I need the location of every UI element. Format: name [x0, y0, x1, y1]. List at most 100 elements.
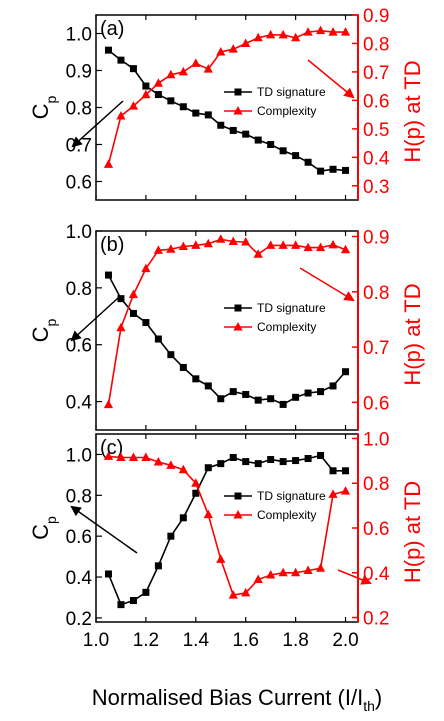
data-point — [179, 103, 187, 111]
panel-b-y-tick-label-left: 0.4 — [66, 393, 93, 414]
data-point — [342, 166, 350, 174]
data-point — [129, 597, 137, 605]
data-point — [304, 455, 312, 463]
panel-b-y-tick-label-right: 0.8 — [363, 283, 389, 304]
data-point — [328, 27, 338, 36]
data-point — [253, 32, 263, 42]
data-point — [203, 64, 213, 73]
data-point — [153, 245, 163, 254]
panel-a-arrow-right — [307, 59, 355, 99]
data-point — [103, 399, 114, 409]
panel-c-y-axis-title-left: Cp — [28, 516, 59, 540]
legend-label-td: TD signature — [257, 85, 326, 99]
legend-marker-complexity — [233, 322, 243, 331]
panel-b-y-tick-label-right: 0.6 — [363, 393, 389, 414]
data-point — [317, 388, 325, 396]
panel-b-y-tick-label-left: 1.0 — [66, 222, 92, 243]
data-point — [229, 454, 237, 461]
data-point — [217, 460, 225, 468]
data-point — [178, 241, 188, 250]
data-point — [154, 91, 162, 99]
data-point — [304, 389, 312, 397]
panel-a-legend: TD signature Complexity — [224, 85, 326, 118]
data-point — [253, 574, 263, 583]
data-point — [104, 570, 112, 578]
data-point — [278, 29, 288, 39]
data-point — [266, 29, 276, 39]
data-point — [153, 78, 163, 87]
data-point — [154, 562, 162, 570]
data-point — [328, 489, 338, 498]
panel-c-y-tick-label-right: 1.0 — [363, 429, 389, 450]
series-line — [107, 454, 346, 606]
data-point — [179, 514, 187, 522]
data-point — [116, 111, 126, 120]
data-point — [117, 601, 125, 609]
legend-marker-td — [234, 88, 242, 96]
panel-c: 1.0 1.2 1.4 1.6 1.8 2.00.20.40.60.81.00.20.40… — [28, 429, 425, 651]
data-point — [192, 375, 200, 383]
data-point — [254, 396, 262, 404]
data-point — [141, 263, 151, 273]
panel-b-y-tick-label-left: 0.6 — [66, 336, 92, 357]
data-point — [279, 458, 287, 466]
panel-b-series-complexity — [103, 234, 351, 409]
data-point — [141, 452, 151, 461]
data-point — [153, 456, 163, 466]
data-point — [204, 382, 212, 390]
panel-a-y-tick-label-left: 0.6 — [66, 173, 92, 194]
panel-c-y-tick-label-right: 0.8 — [363, 474, 389, 495]
data-point — [328, 239, 338, 249]
legend-marker-complexity — [233, 106, 243, 115]
data-point — [154, 335, 162, 343]
data-point — [279, 147, 287, 155]
data-point — [303, 27, 313, 36]
legend-label-td: TD signature — [257, 301, 326, 315]
data-point — [142, 319, 150, 327]
panel-b-y-tick-label-right: 0.9 — [363, 228, 389, 249]
data-point — [253, 249, 263, 258]
x-tick-label: 2.0 — [332, 630, 358, 651]
data-point — [216, 234, 226, 243]
data-point — [291, 32, 301, 42]
panel-c-y-tick-label-left: 0.4 — [66, 568, 93, 589]
data-point — [329, 165, 337, 173]
data-point — [128, 452, 139, 461]
data-point — [241, 237, 251, 246]
legend-marker-td — [234, 304, 242, 312]
panel-c-y-tick-label-right: 0.2 — [363, 609, 389, 630]
data-point — [340, 27, 351, 36]
panel-c-y-tick-label-left: 0.6 — [66, 527, 92, 548]
data-point — [292, 393, 300, 401]
data-point — [166, 69, 176, 79]
data-point — [342, 467, 350, 475]
data-point — [254, 136, 262, 144]
data-point — [317, 167, 325, 175]
data-point — [267, 141, 275, 148]
data-point — [228, 44, 238, 53]
data-point — [278, 567, 288, 577]
data-point — [204, 464, 212, 472]
panel-b-y-axis-title-right: H(p) at TD — [400, 283, 425, 385]
panel-c-frame — [95, 433, 359, 623]
panel-a-y-axis-title-left: Cp — [28, 95, 59, 119]
data-point — [129, 309, 137, 317]
panel-b-y-tick-label-left: 0.8 — [66, 279, 92, 300]
panel-c-y-axis-title-right: H(p) at TD — [400, 481, 425, 583]
data-point — [117, 295, 125, 303]
panel-c-series-complexity — [103, 451, 351, 599]
data-point — [166, 244, 176, 253]
panel-b-frame — [95, 230, 359, 431]
data-point — [129, 65, 137, 73]
data-point — [291, 240, 301, 249]
x-tick-label: 1.2 — [133, 630, 159, 651]
panel-b-arrow-right — [299, 267, 355, 302]
data-point — [203, 509, 213, 519]
data-point — [104, 46, 112, 54]
data-point — [142, 82, 150, 90]
data-point — [192, 489, 200, 497]
panel-a-series-complexity — [103, 25, 351, 168]
panel-a-y-tick-label-right: 0.3 — [363, 177, 389, 198]
data-point — [315, 563, 326, 572]
panel-c-label: (c) — [100, 437, 123, 459]
